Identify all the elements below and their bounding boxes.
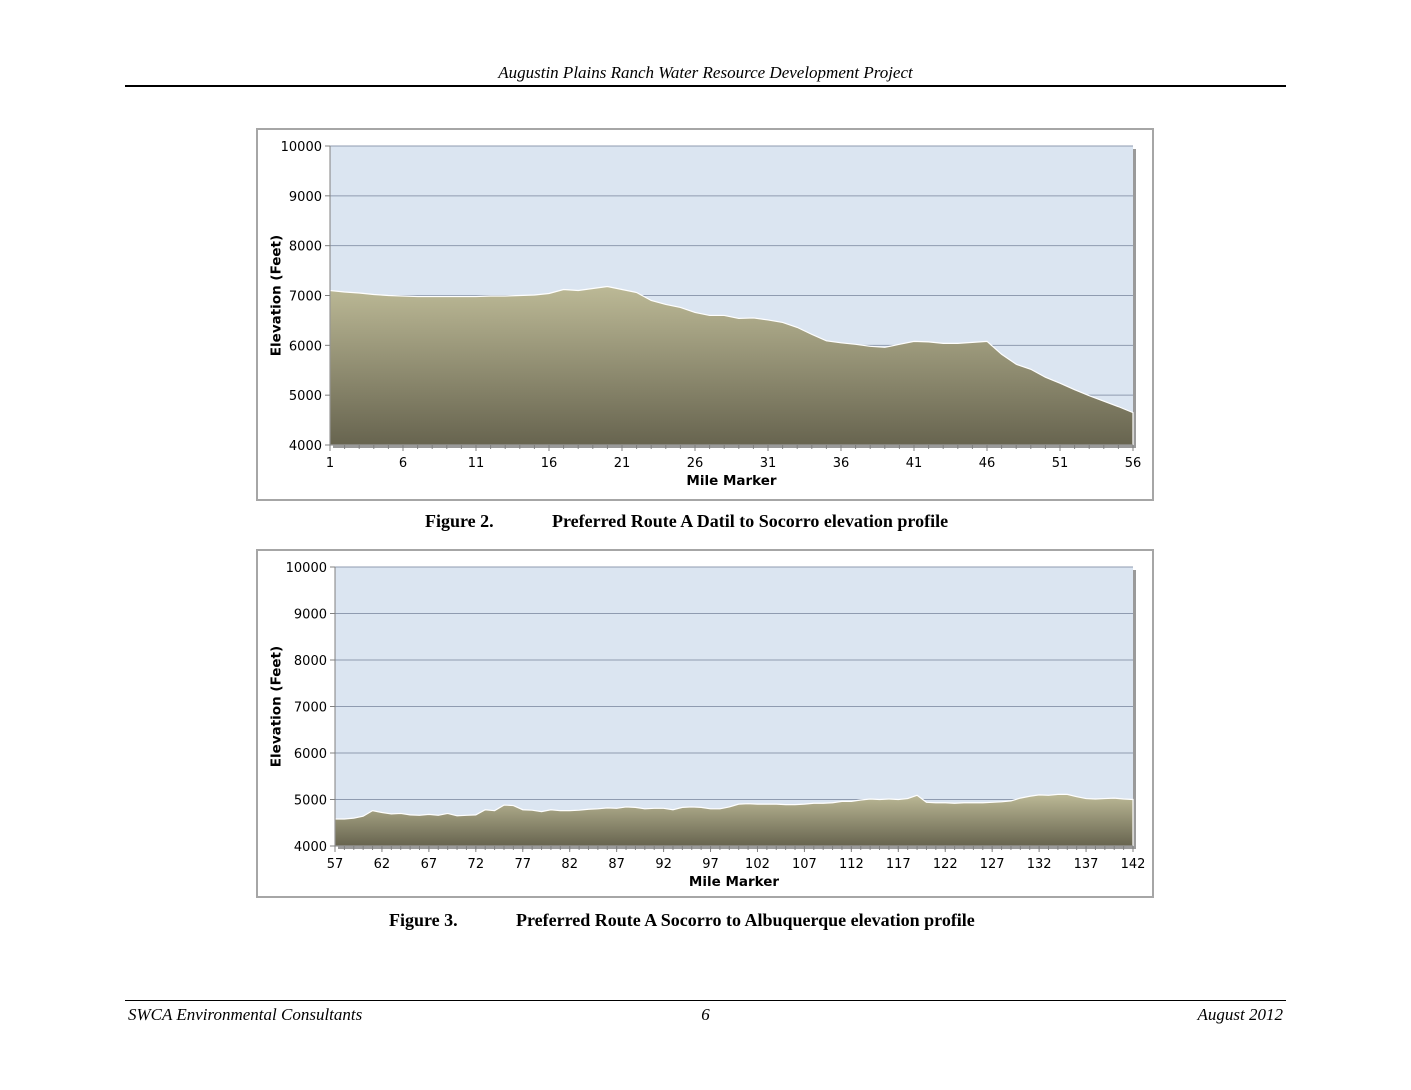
y-axis-label: Elevation (Feet): [269, 235, 285, 356]
x-tick-label: 41: [906, 456, 923, 471]
x-axis-label: Mile Marker: [689, 874, 780, 890]
chart-frame-figure-2: 4000 5000 6000 7000 8000 9000 10000 1 6 11 16 21 26 3…: [256, 128, 1154, 501]
x-tick-label: 72: [468, 857, 485, 872]
y-tick-label: 7000: [289, 290, 322, 305]
x-tick-label: 57: [327, 857, 344, 872]
x-tick-label: 31: [760, 456, 777, 471]
x-tick-label: 1: [326, 456, 334, 471]
x-tick-label: 112: [839, 857, 864, 872]
y-axis-label: Elevation (Feet): [269, 646, 285, 767]
y-tick-label: 4000: [289, 439, 322, 454]
figure-2-caption: Figure 2. Preferred Route A Datil to Soc…: [425, 511, 948, 532]
y-tick-label: 5000: [289, 389, 322, 404]
x-tick-label: 26: [687, 456, 704, 471]
elevation-area: [329, 285, 1134, 446]
y-tick-label: 9000: [294, 608, 327, 623]
x-tick-label: 56: [1125, 456, 1142, 471]
x-tick-label: 117: [886, 857, 911, 872]
x-tick-label: 87: [608, 857, 625, 872]
page-header-title: Augustin Plains Ranch Water Resource Dev…: [498, 63, 913, 82]
y-tick-label: 7000: [294, 701, 327, 716]
chart-frame-figure-3: 4000 5000 6000 7000 8000 9000 10000 57 62 67 72 77 8…: [256, 549, 1154, 898]
x-tick-label: 46: [979, 456, 996, 471]
x-tick-label: 92: [655, 857, 672, 872]
y-tick-label: 9000: [289, 190, 322, 205]
figure-2-number: Figure 2.: [425, 511, 494, 531]
x-tick-label: 67: [421, 857, 438, 872]
x-axis-label: Mile Marker: [686, 473, 777, 489]
figure-2-title: Preferred Route A Datil to Socorro eleva…: [552, 511, 949, 531]
x-tick-label: 102: [745, 857, 770, 872]
figure-3-title: Preferred Route A Socorro to Albuquerque…: [516, 910, 975, 930]
x-tick-label: 21: [614, 456, 631, 471]
x-tick-label: 122: [933, 857, 958, 872]
footer-company: SWCA Environmental Consultants: [128, 1005, 363, 1024]
figure-3-number: Figure 3.: [389, 910, 458, 930]
footer-date: August 2012: [1197, 1005, 1283, 1024]
x-tick-label: 82: [561, 857, 578, 872]
x-tick-label: 11: [468, 456, 485, 471]
elevation-chart-figure-3: 4000 5000 6000 7000 8000 9000 10000 57 62 67 72 77 8…: [269, 561, 1146, 890]
y-tick-label: 6000: [294, 747, 327, 762]
footer-rule: [125, 1000, 1286, 1001]
y-tick-label: 8000: [294, 654, 327, 669]
x-tick-label: 51: [1052, 456, 1069, 471]
header-rule: [125, 85, 1286, 87]
x-tick-label: 132: [1027, 857, 1052, 872]
y-tick-label: 5000: [294, 794, 327, 809]
y-tick-label: 4000: [294, 840, 327, 855]
x-tick-label: 97: [702, 857, 719, 872]
y-tick-label: 8000: [289, 240, 322, 255]
x-tick-label: 137: [1074, 857, 1099, 872]
y-tick-label: 6000: [289, 339, 322, 354]
elevation-area: [334, 793, 1134, 847]
y-tick-label: 10000: [286, 561, 327, 576]
figure-3-caption: Figure 3. Preferred Route A Socorro to A…: [389, 910, 975, 931]
x-tick-label: 107: [792, 857, 817, 872]
x-tick-label: 6: [399, 456, 407, 471]
y-tick-label: 10000: [281, 140, 322, 155]
x-tick-label: 36: [833, 456, 850, 471]
footer-page-number: 6: [701, 1005, 710, 1024]
x-tick-label: 77: [514, 857, 531, 872]
x-tick-label: 127: [980, 857, 1005, 872]
x-tick-label: 62: [374, 857, 391, 872]
x-tick-label: 142: [1121, 857, 1146, 872]
x-tick-label: 16: [541, 456, 558, 471]
